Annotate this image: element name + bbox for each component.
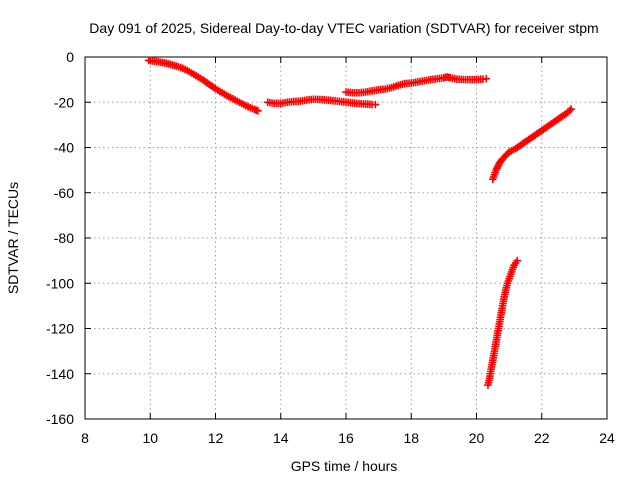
series-arc-1	[144, 56, 262, 115]
y-tick-label: -100	[46, 275, 74, 291]
x-axis-label: GPS time / hours	[291, 458, 398, 474]
series-arc-3	[342, 73, 491, 97]
y-axis-label: SDTVAR / TECUs	[5, 182, 21, 294]
data-point	[482, 74, 491, 83]
data-point	[371, 100, 380, 109]
data-point	[254, 107, 262, 115]
x-tick-label: 20	[469, 430, 485, 446]
chart-title: Day 091 of 2025, Sidereal Day-to-day VTE…	[89, 20, 598, 36]
data-series	[144, 56, 575, 389]
y-tick-label: -40	[54, 140, 74, 156]
tick-labels: 8 10 12 14 16 18 20 22 24 0 -20 -40 -60 -80 -100 -120 -1…	[46, 49, 615, 446]
y-tick-label: -60	[54, 185, 74, 201]
data-point	[567, 105, 575, 113]
x-tick-label: 12	[208, 430, 224, 446]
y-tick-label: -140	[46, 366, 74, 382]
x-tick-label: 18	[403, 430, 419, 446]
data-point	[513, 256, 522, 265]
x-tick-label: 14	[273, 430, 289, 446]
series-arc-5	[484, 256, 522, 389]
x-tick-label: 24	[599, 430, 615, 446]
series-arc-2	[263, 95, 380, 109]
x-tick-label: 10	[142, 430, 158, 446]
x-tick-label: 22	[534, 430, 550, 446]
y-tick-label: 0	[66, 49, 74, 65]
y-tick-label: -160	[46, 411, 74, 427]
y-tick-label: -120	[46, 321, 74, 337]
y-tick-label: -80	[54, 230, 74, 246]
y-tick-label: -20	[54, 94, 74, 110]
x-tick-label: 16	[338, 430, 354, 446]
x-tick-label: 8	[81, 430, 89, 446]
series-arc-4	[489, 105, 575, 183]
